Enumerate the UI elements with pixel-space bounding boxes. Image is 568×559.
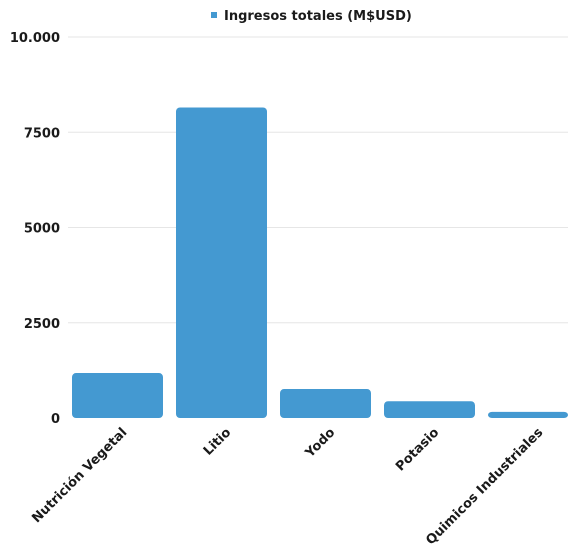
x-category-label: Litio	[201, 425, 235, 459]
legend-label: Ingresos totales (M$USD)	[224, 9, 412, 24]
y-tick-label: 7500	[24, 126, 60, 141]
y-tick-label: 5000	[24, 222, 60, 237]
x-category-label: Potasio	[393, 425, 442, 474]
x-category-label: Nutrición Vegetal	[29, 425, 130, 526]
legend: Ingresos totales (M$USD)	[211, 9, 412, 24]
bar	[384, 401, 475, 418]
bar	[280, 389, 371, 418]
legend-swatch	[211, 12, 217, 18]
gridlines	[68, 36, 568, 324]
bars	[72, 107, 568, 419]
y-tick-label: 2500	[24, 317, 60, 332]
x-axis-category-labels: Nutrición Vegetal Litio Yodo PotasioQuimico…	[29, 425, 546, 548]
bar	[72, 373, 163, 418]
y-axis-tick-labels: 0 2500 5000 7500 10.000	[10, 31, 60, 427]
bar	[176, 107, 267, 419]
x-category-label: Quimicos Industriales	[423, 425, 546, 548]
y-tick-label: 10.000	[10, 31, 60, 46]
x-category-label: Yodo	[302, 425, 338, 461]
y-tick-label: 0	[51, 412, 60, 427]
bar	[488, 411, 568, 418]
